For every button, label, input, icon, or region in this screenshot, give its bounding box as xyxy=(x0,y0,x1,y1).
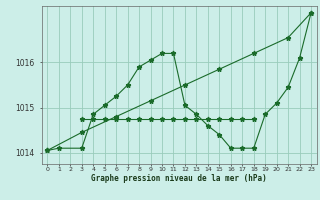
X-axis label: Graphe pression niveau de la mer (hPa): Graphe pression niveau de la mer (hPa) xyxy=(91,174,267,183)
